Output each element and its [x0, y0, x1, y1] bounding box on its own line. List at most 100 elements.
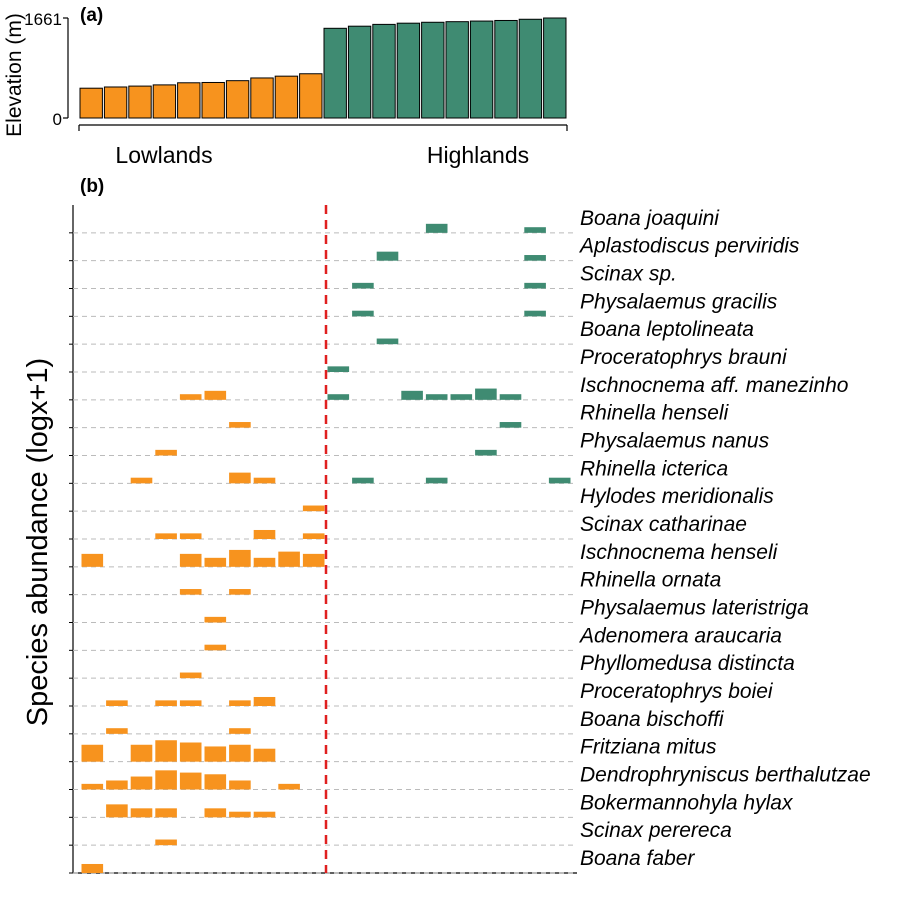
abundance-bar [229, 780, 251, 790]
elevation-bar [103, 86, 128, 119]
species-label: Ischnocnema aff. manezinho [580, 374, 849, 397]
elevation-bar [128, 85, 152, 119]
elevation-ytick-max: 1661 [24, 10, 62, 29]
abundance-bar [106, 728, 128, 734]
abundance-bar [327, 366, 350, 372]
abundance-bar [524, 310, 546, 317]
elevation-bar [79, 87, 103, 119]
abundance-bar [425, 477, 448, 484]
elevation-bar [177, 82, 201, 119]
elevation-bar [396, 22, 421, 119]
abundance-axis-label: Species abundance (logx+1) [22, 358, 54, 726]
species-label: Physalaemus nanus [580, 430, 770, 453]
abundance-bar [253, 477, 276, 484]
species-label: Scinax sp. [580, 263, 677, 286]
abundance-bar [302, 505, 325, 512]
abundance-bar [130, 808, 153, 818]
abundance-bar [352, 477, 374, 484]
abundance-bar [106, 804, 128, 818]
lowlands-label: Lowlands [115, 142, 212, 168]
elevation-bar [299, 73, 323, 119]
abundance-bar [425, 394, 448, 400]
abundance-bar [229, 811, 251, 818]
species-label: Physalaemus gracilis [580, 290, 778, 313]
abundance-heatmap: Boana joaquini Aplastodiscus perviridis Sc… [69, 205, 871, 874]
panel-b-label: (b) [80, 176, 104, 197]
species-label: Ischnocnema henseli [580, 541, 779, 564]
abundance-bar [229, 549, 251, 567]
abundance-bar [179, 589, 202, 595]
abundance-bar [524, 255, 546, 261]
elevation-bar-chart [63, 17, 568, 131]
abundance-bar [352, 310, 374, 317]
species-label: Physalaemus lateristriga [580, 597, 809, 620]
species-label: Boana leptolineata [580, 318, 754, 341]
abundance-bar [229, 728, 251, 734]
species-label: Boana bischoffi [580, 708, 725, 731]
abundance-bar [401, 390, 423, 400]
species-label: Adenomera araucaria [578, 624, 782, 647]
abundance-bar [155, 533, 177, 539]
abundance-bar [278, 783, 300, 790]
abundance-bar [425, 223, 448, 233]
elevation-axis-label: Elevation (m) [3, 13, 26, 137]
abundance-bar [499, 394, 522, 400]
elevation-bar [347, 25, 372, 119]
abundance-bar [229, 422, 251, 428]
species-label: Fritziana mitus [580, 736, 717, 759]
elevation-bar [323, 27, 347, 119]
abundance-bar [204, 616, 227, 623]
elevation-bar [225, 80, 250, 119]
abundance-bar [253, 529, 276, 539]
abundance-bar [204, 390, 227, 400]
abundance-bar [155, 700, 177, 706]
abundance-bar [204, 557, 227, 567]
abundance-bar [475, 388, 497, 400]
panel-a-label: (a) [80, 5, 103, 26]
abundance-bar [81, 744, 104, 762]
abundance-bar [376, 251, 399, 261]
abundance-bar [155, 449, 177, 456]
abundance-bar [327, 394, 350, 400]
abundance-bar [548, 477, 571, 484]
abundance-bar [376, 338, 399, 345]
abundance-bar [229, 589, 251, 595]
abundance-bar [130, 477, 153, 484]
abundance-bar [253, 557, 276, 567]
elevation-ytick-zero: 0 [53, 110, 62, 129]
elevation-bar [274, 75, 299, 119]
species-label: Rhinella ornata [580, 569, 721, 592]
abundance-bar [155, 808, 177, 818]
abundance-bar [81, 783, 104, 790]
abundance-bar [155, 740, 177, 762]
species-label: Boana faber [580, 847, 695, 870]
abundance-bar [179, 742, 202, 762]
elevation-bar [421, 21, 445, 119]
species-label: Phyllomedusa distincta [580, 652, 795, 675]
abundance-bar [179, 772, 202, 790]
abundance-bar [229, 744, 251, 762]
abundance-bar [106, 700, 128, 706]
abundance-bar [204, 774, 227, 790]
abundance-bar [524, 282, 546, 289]
abundance-bar [179, 394, 202, 400]
abundance-bar [179, 533, 202, 539]
abundance-bar [229, 472, 251, 484]
abundance-bar [204, 644, 227, 651]
abundance-bar [302, 533, 325, 539]
abundance-bar [499, 422, 522, 428]
elevation-bar [518, 18, 543, 119]
abundance-bar [204, 808, 227, 818]
abundance-bar [155, 770, 177, 790]
abundance-bar [302, 553, 325, 567]
abundance-bar [179, 700, 202, 706]
abundance-bar [229, 700, 251, 706]
elevation-bar [250, 77, 274, 119]
elevation-bar [372, 23, 396, 119]
abundance-bar [130, 744, 153, 762]
species-label: Aplastodiscus perviridis [578, 235, 800, 258]
abundance-bar [130, 776, 153, 790]
abundance-bar [450, 394, 473, 400]
species-label: Hylodes meridionalis [580, 485, 774, 508]
abundance-bar [179, 672, 202, 679]
